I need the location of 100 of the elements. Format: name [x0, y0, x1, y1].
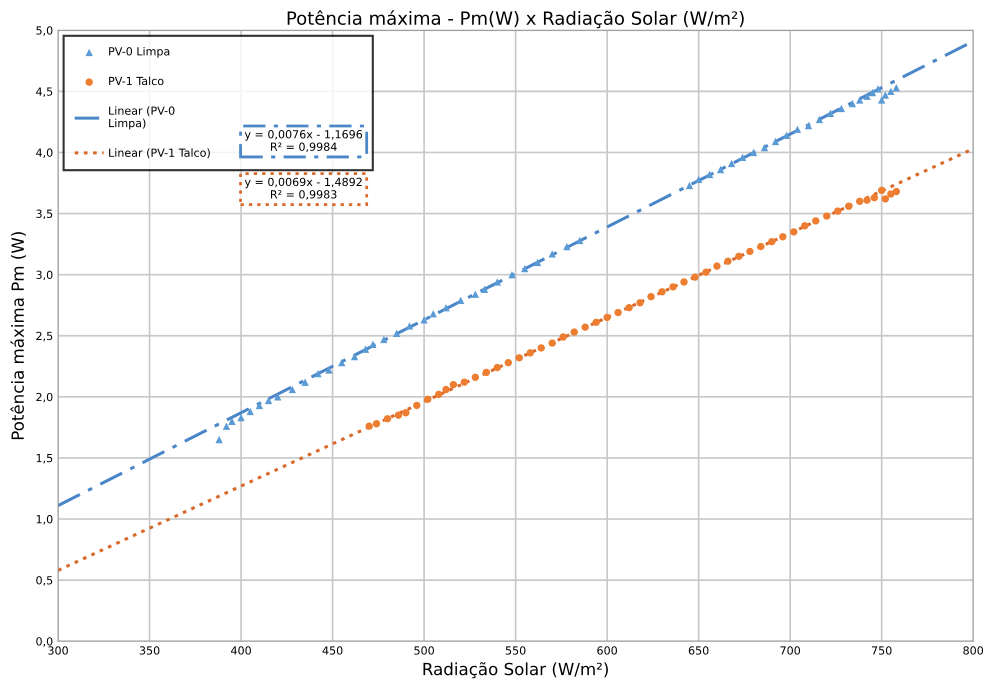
point [516, 354, 523, 362]
chart-title: Potência máxima - Pm(W) x Radiação Solar (W/m²) [288, 10, 744, 28]
point [482, 368, 490, 376]
point [350, 352, 358, 360]
annotation: y = 0,0069x - 1,4892 R² = 0,9983 [244, 178, 362, 200]
y-tick-label: 2,0 [36, 392, 52, 402]
point [570, 328, 578, 336]
point [494, 278, 501, 286]
point [845, 202, 852, 210]
point [430, 310, 437, 318]
point [314, 370, 322, 378]
point [735, 252, 743, 260]
point [380, 336, 388, 344]
x-tick-label: 600 [597, 646, 617, 655]
x-tick-label: 550 [506, 646, 526, 655]
point [508, 270, 516, 278]
point [782, 132, 790, 140]
point [848, 100, 856, 108]
point [686, 182, 694, 190]
point [702, 268, 710, 276]
point [442, 304, 450, 312]
point [728, 160, 736, 168]
x-tick-label: 500 [414, 646, 434, 655]
point [892, 84, 900, 92]
point [794, 126, 802, 133]
point [868, 88, 876, 96]
x-tick-label: 350 [140, 646, 160, 655]
point [420, 316, 428, 324]
legend-label: Linear (PV-1 Talco) [109, 148, 210, 158]
point [406, 322, 414, 330]
point [366, 422, 373, 430]
x-tick-label: 400 [231, 646, 251, 655]
legend-label: Linear (PV-0 Limpa) [109, 106, 174, 130]
point [878, 186, 886, 194]
point [863, 92, 871, 100]
point [325, 366, 333, 374]
point [713, 262, 721, 270]
x-axis-title: Radiação Solar (W/m²) [424, 662, 608, 678]
point [424, 396, 432, 403]
point [691, 273, 699, 281]
y-tick-label: 1,0 [36, 515, 52, 525]
point [636, 299, 644, 306]
point [215, 436, 223, 444]
point [548, 250, 556, 258]
point [301, 378, 309, 386]
point [680, 278, 688, 286]
point [246, 408, 254, 416]
point [362, 346, 370, 353]
point [413, 402, 420, 410]
x-tick-label: 700 [780, 646, 800, 655]
point [457, 296, 464, 304]
point [228, 418, 236, 425]
point [760, 144, 768, 152]
point [779, 233, 787, 240]
point [472, 374, 480, 381]
point [472, 290, 480, 298]
point [790, 228, 798, 236]
point [892, 188, 900, 196]
point [887, 88, 894, 96]
point [264, 396, 272, 404]
point [801, 222, 808, 230]
point [435, 390, 442, 398]
point [372, 420, 380, 428]
point [856, 96, 864, 104]
y-tick-label: 3,0 [36, 270, 52, 280]
point [288, 386, 296, 394]
x-tick-label: 300 [48, 646, 68, 655]
y-tick-label: 0,5 [36, 576, 52, 586]
point [746, 248, 754, 256]
point [874, 85, 882, 93]
point [560, 333, 567, 341]
point [222, 422, 230, 430]
point [856, 198, 864, 206]
point [538, 344, 545, 352]
point [658, 288, 666, 296]
y-axis-title: Potência máxima Pm (W) [10, 232, 26, 440]
point [614, 308, 622, 316]
point [237, 414, 245, 422]
point [716, 166, 724, 174]
point [878, 96, 886, 104]
point [256, 402, 264, 410]
point [369, 340, 377, 348]
point [504, 358, 512, 366]
y-tick-label: 1,5 [36, 454, 52, 464]
point [494, 364, 501, 372]
point [521, 264, 528, 272]
point [772, 138, 780, 146]
point [757, 242, 765, 250]
point [563, 242, 571, 250]
point [694, 176, 702, 184]
point [460, 378, 468, 386]
point [603, 314, 611, 322]
y-tick-label: 2,5 [36, 332, 52, 342]
y-tick-label: 5,0 [36, 26, 52, 36]
point [812, 217, 820, 225]
legend-label: PV-0 Limpa [109, 46, 170, 58]
point [534, 258, 542, 266]
point [384, 415, 392, 423]
point [706, 170, 714, 178]
point [738, 154, 746, 162]
